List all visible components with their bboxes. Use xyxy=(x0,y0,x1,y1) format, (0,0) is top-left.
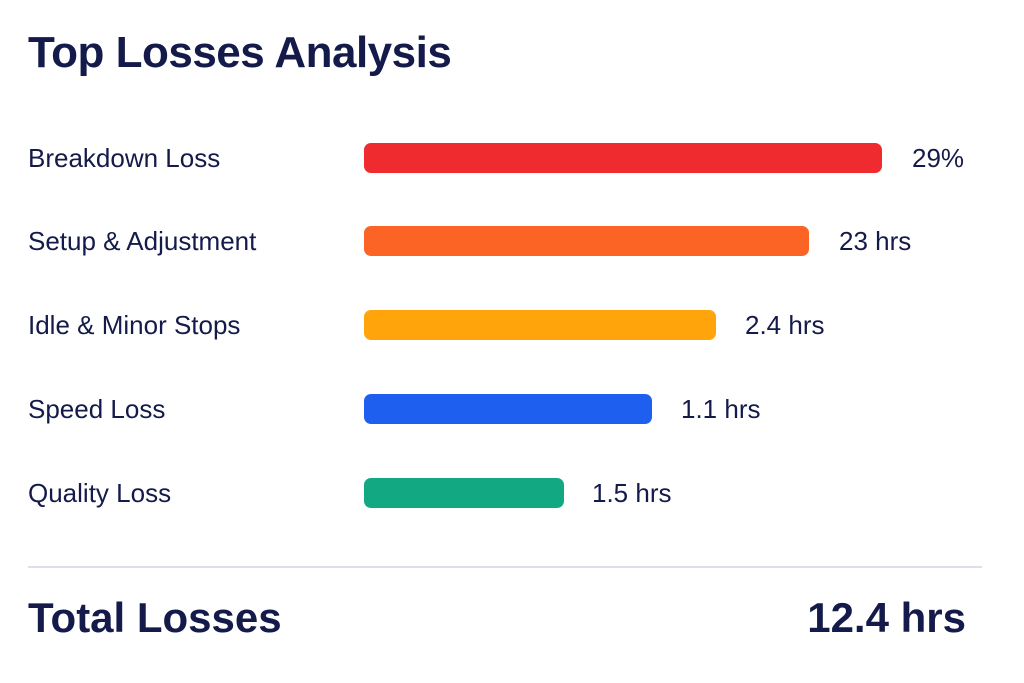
loss-row: Quality Loss 1.5 hrs xyxy=(0,473,1024,513)
loss-bar xyxy=(364,310,716,340)
loss-label: Setup & Adjustment xyxy=(28,226,257,256)
loss-row: Idle & Minor Stops 2.4 hrs xyxy=(0,305,1024,345)
loss-label: Breakdown Loss xyxy=(28,143,221,173)
loss-bar xyxy=(364,394,652,424)
loss-row: Speed Loss 1.1 hrs xyxy=(0,389,1024,429)
loss-value: 23 hrs xyxy=(839,226,912,256)
loss-label: Quality Loss xyxy=(28,478,172,508)
loss-label: Speed Loss xyxy=(28,394,166,424)
loss-value: 2.4 hrs xyxy=(745,310,825,340)
loss-value: 1.1 hrs xyxy=(681,394,761,424)
loss-bar xyxy=(364,143,882,173)
loss-label: Idle & Minor Stops xyxy=(28,310,241,340)
loss-value: 29% xyxy=(912,143,965,173)
title: Top Losses Analysis xyxy=(28,28,452,77)
loss-bar xyxy=(364,226,809,256)
loss-bar xyxy=(364,478,564,508)
divider xyxy=(28,566,982,568)
total-value: 12.4 hrs xyxy=(807,594,966,641)
loss-row: Setup & Adjustment 23 hrs xyxy=(0,221,1024,261)
loss-value: 1.5 hrs xyxy=(592,478,672,508)
total-label: Total Losses xyxy=(28,594,282,641)
loss-row: Breakdown Loss 29% xyxy=(0,138,1024,178)
